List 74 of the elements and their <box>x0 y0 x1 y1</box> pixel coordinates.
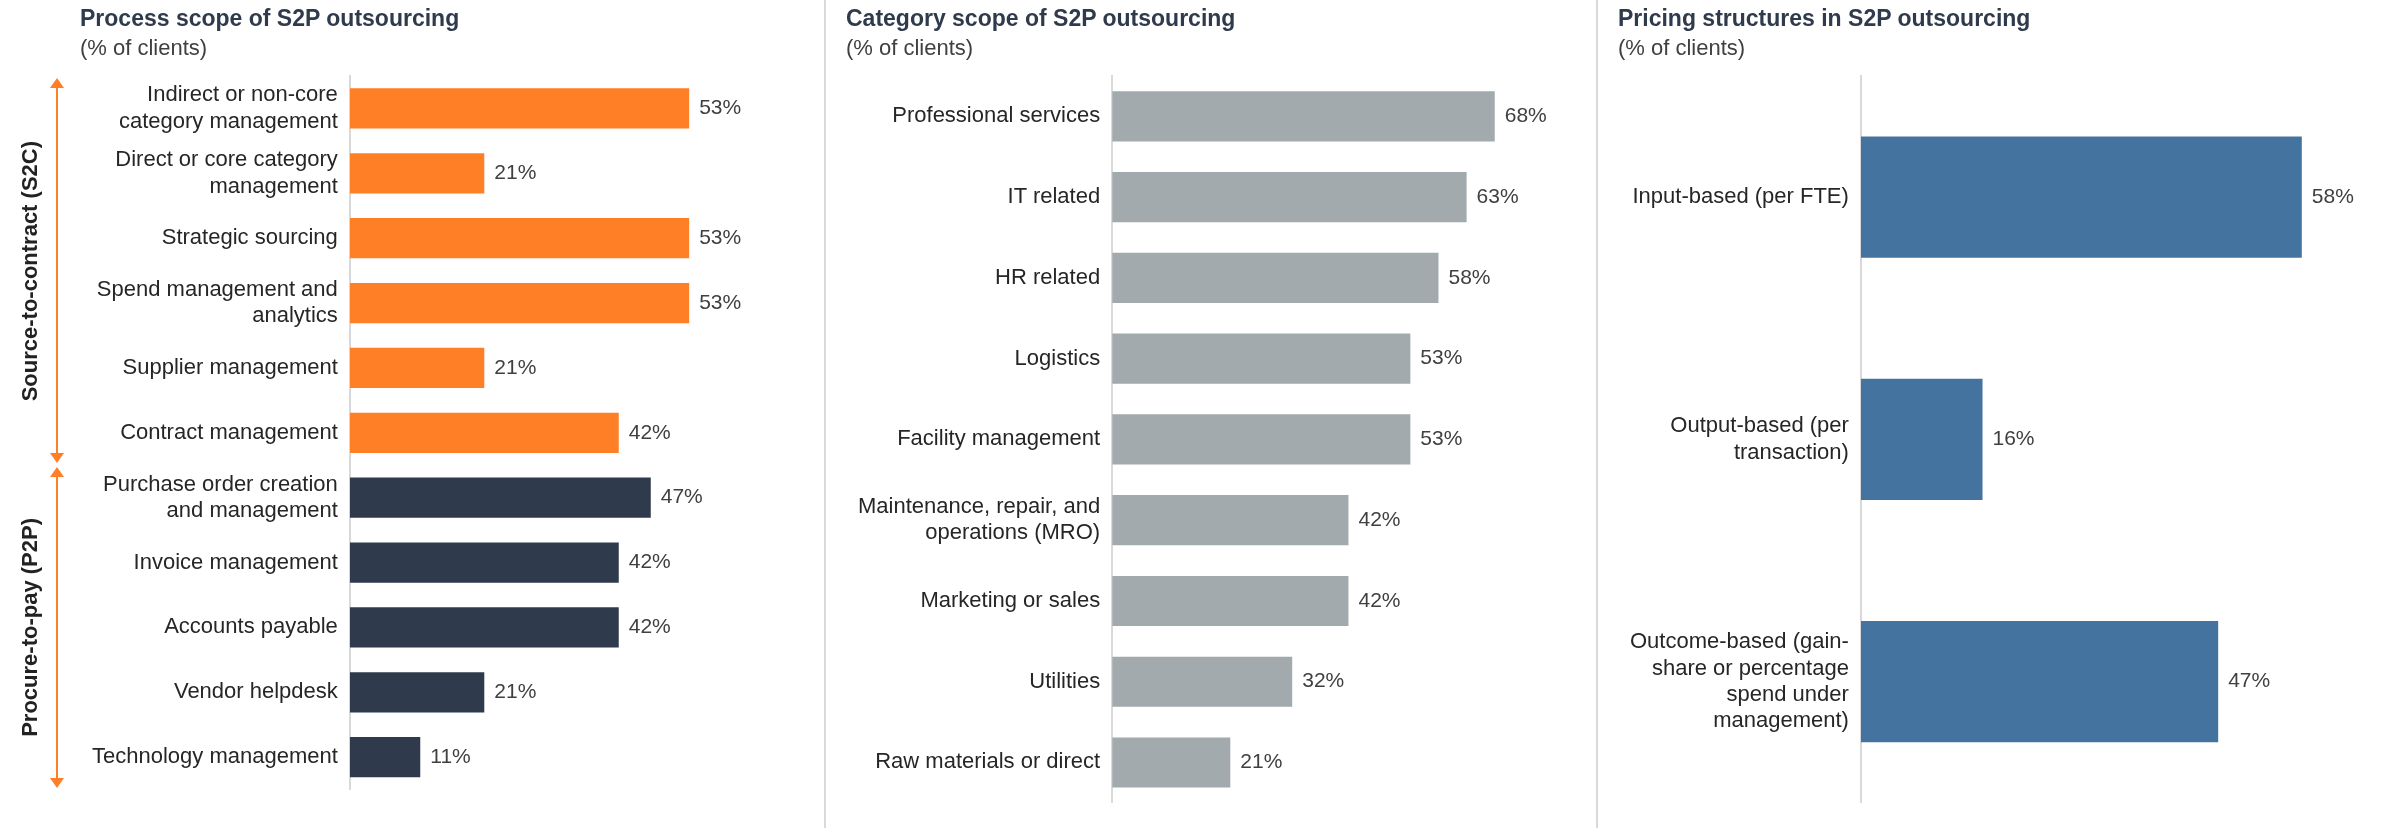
bar <box>349 672 485 713</box>
data-label: 32% <box>1302 668 1345 692</box>
y-tick-label: Professional services <box>892 102 1101 128</box>
text: Procure-to-pay (P2P) <box>17 517 43 737</box>
data-label: 58% <box>2311 183 2354 207</box>
bar <box>349 282 690 324</box>
y-tick-label: Vendor helpdesk <box>173 678 339 704</box>
bar <box>349 218 690 259</box>
bar <box>1112 495 1349 546</box>
y-tick-label: Indirect or non-core category management <box>118 81 338 133</box>
y-tick-label: Invoice management <box>133 548 338 574</box>
data-label: 21% <box>494 160 537 184</box>
data-label: 16% <box>1992 426 2035 450</box>
y-tick-label: Logistics <box>1014 344 1101 370</box>
data-label: 47% <box>660 484 703 508</box>
data-label: 63% <box>1476 183 1519 207</box>
bar <box>349 88 690 129</box>
bar <box>349 542 619 583</box>
bar <box>1112 414 1411 465</box>
chart-title: Pricing structures in S2P outsourcing <box>1618 5 2031 32</box>
text: (% of clients) <box>80 34 208 60</box>
y-tick-label: Direct or core category management <box>115 146 338 198</box>
bar <box>349 607 619 648</box>
bar <box>349 737 421 778</box>
text: (% of clients) <box>846 34 974 60</box>
data-label: 42% <box>628 614 671 638</box>
y-tick-label: Raw materials or direct <box>875 748 1101 774</box>
data-label: 53% <box>1420 345 1463 369</box>
chart-title: Category scope of S2P outsourcing <box>846 5 1236 32</box>
bar <box>1112 656 1293 707</box>
data-label: 53% <box>699 289 742 313</box>
y-tick-label: Accounts payable <box>164 613 338 639</box>
y-tick-label: Marketing or sales <box>920 586 1101 612</box>
data-label: 68% <box>1504 103 1547 127</box>
bar <box>1112 91 1495 142</box>
data-label: 42% <box>628 549 671 573</box>
y-tick-label: Strategic sourcing <box>161 224 338 250</box>
data-label: 53% <box>1420 426 1463 450</box>
bar <box>349 412 619 453</box>
data-label: 21% <box>1240 749 1283 773</box>
y-tick-label: Input-based (per FTE) <box>1632 183 1849 209</box>
y-tick-label: Technology management <box>92 743 338 769</box>
data-label: 53% <box>699 224 742 248</box>
y-tick-label: IT related <box>1007 183 1101 209</box>
y-tick-label: HR related <box>995 263 1101 289</box>
bar <box>1112 575 1349 626</box>
data-label: 21% <box>494 354 537 378</box>
y-tick-label: Outcome-based (gain-share or percentage spend under management) <box>1629 628 1849 733</box>
source-note: Source-to-contract (S2C) <box>17 140 43 401</box>
y-tick-label: Spend management and analytics <box>96 275 338 328</box>
y-tick-label: Utilities <box>1029 667 1101 693</box>
bar <box>349 477 651 518</box>
y-tick-label: Output-based (per transaction) <box>1670 412 1849 464</box>
y-tick-label: Purchase order creation and management <box>103 470 338 522</box>
data-label: 21% <box>494 679 537 703</box>
text: (% of clients) <box>1618 34 1746 60</box>
data-label: 47% <box>2228 668 2271 692</box>
bar <box>1112 252 1439 303</box>
data-label: 42% <box>1358 506 1401 530</box>
bar <box>349 153 485 194</box>
bar <box>1112 172 1467 223</box>
y-tick-label: Maintenance, repair, and operations (MRO) <box>857 493 1101 545</box>
bar <box>1112 737 1231 788</box>
data-label: 42% <box>1358 587 1401 611</box>
y-tick-label: Contract management <box>120 418 338 444</box>
bar <box>1112 333 1411 384</box>
y-tick-label: Facility management <box>897 425 1101 451</box>
y-tick-label: Supplier management <box>122 353 338 379</box>
data-label: 58% <box>1448 264 1491 288</box>
bar <box>349 347 485 389</box>
data-label: 42% <box>628 419 671 443</box>
data-label: 11% <box>430 743 471 767</box>
chart-title: Process scope of S2P outsourcing <box>80 5 460 32</box>
data-label: 53% <box>699 95 742 119</box>
